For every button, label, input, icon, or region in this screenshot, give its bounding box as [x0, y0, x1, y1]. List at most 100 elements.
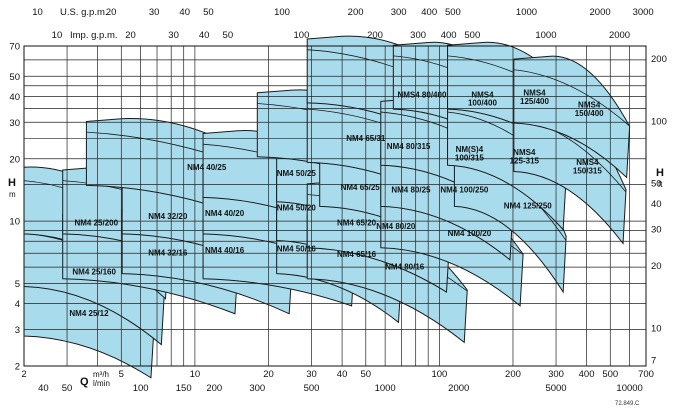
- tick-q-m3h: 500: [602, 369, 618, 380]
- label-nm4-50-20: NM4 50/20: [277, 204, 317, 213]
- tick-h-m: 30: [9, 118, 20, 129]
- tick-h-ft: 7: [651, 356, 656, 367]
- tick-q-m3h: 300: [548, 369, 564, 380]
- pump-zone-labels: NM4 25/12 NM4 25/160 NM4 25/200 NM4 32/16 NM…: [69, 89, 604, 318]
- tick-q-m3h: 50: [360, 369, 371, 380]
- tick-q-lmin: 10000: [616, 383, 642, 394]
- tick-imp-gpm: 500: [464, 30, 480, 41]
- tick-imp-gpm: 100: [294, 30, 310, 41]
- label-nms4-80-400: NMS4 80/400: [397, 91, 446, 100]
- tick-us-gpm: 2000: [590, 7, 611, 18]
- tick-h-ft: 10: [651, 324, 662, 335]
- tick-q-lmin: 50: [62, 383, 73, 394]
- right-axis-unit: ft: [658, 180, 663, 189]
- tick-us-gpm: 500: [445, 7, 461, 18]
- label-nm4-65-25: NM4 65/25: [341, 183, 381, 192]
- top-us-unit-label: U.S. g.p.m.: [60, 7, 108, 18]
- tick-us-gpm: 1000: [516, 7, 537, 18]
- label-nm4-65-31: NM4 65/31: [346, 134, 386, 143]
- tick-imp-gpm: 400: [441, 30, 457, 41]
- tick-h-m: 3: [15, 325, 20, 336]
- label-nm4-32-16: NM4 32/16: [148, 248, 188, 257]
- tick-h-m: 2: [15, 362, 20, 373]
- tick-imp-gpm: 30: [168, 30, 179, 41]
- bottom-axis-unit-lmin: l/min: [93, 379, 110, 388]
- tick-q-lmin: 40: [38, 383, 49, 394]
- figure-code: 72.849.C: [615, 401, 640, 407]
- tick-us-gpm: 300: [391, 7, 407, 18]
- tick-h-ft: 50: [651, 179, 662, 190]
- tick-imp-gpm: 200: [367, 30, 383, 41]
- label-nm4-80-25: NM4 80/25: [391, 185, 431, 194]
- label-nm4-25-12: NM4 25/12: [69, 309, 109, 318]
- tick-h-m: 10: [9, 217, 20, 228]
- grid: [23, 45, 647, 367]
- label-nm4-32-20: NM4 32/20: [148, 212, 188, 221]
- tick-us-gpm: 400: [421, 7, 437, 18]
- label-nms4-150-400: NMS4 150/400: [575, 101, 604, 118]
- tick-h-m: 20: [9, 154, 20, 165]
- label-nm4-40-25: NM4 40/25: [187, 163, 227, 172]
- tick-q-m3h: 200: [505, 369, 521, 380]
- left-axis-unit: m: [9, 190, 16, 199]
- tick-q-lmin: 500: [304, 383, 320, 394]
- tick-q-m3h: 400: [579, 369, 595, 380]
- tick-us-gpm: 3000: [633, 7, 654, 18]
- bottom-axis-unit-m3h: m³/h: [93, 370, 109, 379]
- tick-imp-gpm: 300: [410, 30, 426, 41]
- tick-q-m3h: 5: [119, 369, 124, 380]
- axis-tick-labels: 2 5 10 20 30 40 50 100 200 300 400 500 700 40 50 100 150…: [9, 7, 666, 394]
- label-nms4-125-315: NMS4 125-315: [510, 148, 540, 165]
- label-nm4-40-20: NM4 40/20: [205, 209, 245, 218]
- tick-us-gpm: 50: [203, 7, 214, 18]
- tick-h-m: 4: [15, 299, 20, 310]
- tick-q-lmin: 2000: [448, 383, 469, 394]
- left-axis-name: H: [8, 177, 16, 189]
- tick-q-m3h: 40: [337, 369, 348, 380]
- tick-q-lmin: 5000: [545, 383, 566, 394]
- plot-frame: [23, 45, 647, 367]
- tick-h-ft: 100: [651, 116, 667, 127]
- top-imp-unit-label: Imp. g.p.m.: [70, 30, 118, 41]
- label-nms4-125-400: NMS4 125/400: [520, 89, 549, 106]
- tick-us-gpm: 200: [348, 7, 364, 18]
- label-nm4-25-160: NM4 25/160: [72, 268, 116, 277]
- tick-imp-gpm: 40: [199, 30, 210, 41]
- label-nm4-80-16: NM4 80/16: [385, 263, 425, 272]
- tick-q-lmin: 150: [176, 383, 192, 394]
- label-nm4-80-315: NM4 80/315: [387, 142, 431, 151]
- label-nm4-50-25: NM4 50/25: [277, 169, 317, 178]
- tick-us-gpm: 10: [32, 7, 43, 18]
- tick-us-gpm: 20: [106, 7, 117, 18]
- impeller-curve-nms4-150-400: [513, 69, 630, 127]
- tick-imp-gpm: 10: [52, 30, 63, 41]
- label-nm4-65-20: NM4 65/20: [337, 218, 377, 227]
- tick-imp-gpm: 20: [125, 30, 136, 41]
- tick-h-m: 5: [15, 279, 20, 290]
- tick-us-gpm: 40: [179, 7, 190, 18]
- tick-q-m3h: 700: [638, 369, 654, 380]
- right-axis-name: H: [656, 167, 664, 179]
- tick-imp-gpm: 2000: [609, 30, 630, 41]
- label-nm-s-4-100-315: NM(S)4 100/315: [455, 145, 484, 162]
- label-nm4-25-200: NM4 25/200: [74, 218, 118, 227]
- label-nm4-125-250: NM4 125/250: [504, 201, 553, 210]
- tick-q-lmin: 300: [249, 383, 265, 394]
- tick-h-ft: 30: [651, 225, 662, 236]
- tick-q-m3h: 10: [190, 369, 201, 380]
- tick-us-gpm: 30: [149, 7, 160, 18]
- label-nm4-40-16: NM4 40/16: [205, 246, 245, 255]
- label-nm4-80-20: NM4 80/20: [376, 222, 416, 231]
- tick-h-ft: 20: [651, 261, 662, 272]
- tick-h-m: 40: [9, 92, 20, 103]
- label-nm4-50-16: NM4 50/16: [277, 244, 317, 253]
- tick-q-m3h: 30: [306, 369, 317, 380]
- tick-q-m3h: 20: [263, 369, 274, 380]
- tick-h-m: 70: [9, 42, 20, 53]
- tick-q-lmin: 200: [206, 383, 222, 394]
- tick-h-ft: 40: [651, 199, 662, 210]
- tick-q-lmin: 100: [133, 383, 149, 394]
- tick-q-m3h: 2: [21, 369, 26, 380]
- tick-imp-gpm: 50: [223, 30, 234, 41]
